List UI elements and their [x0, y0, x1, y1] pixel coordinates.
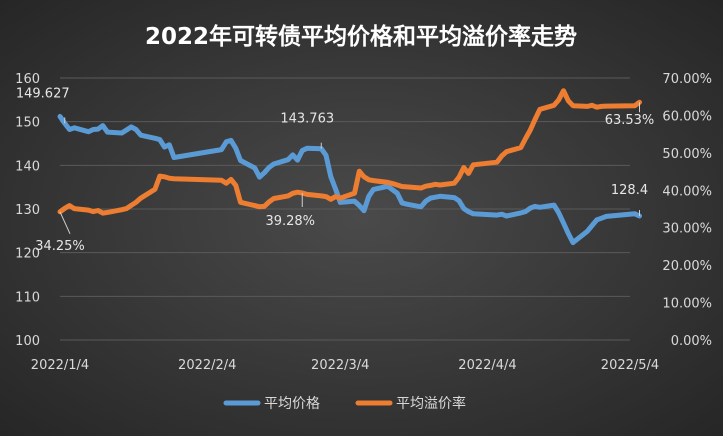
data-label: 143.763	[280, 112, 334, 127]
x-tick-label: 2022/3/4	[311, 358, 369, 373]
price-series-line	[57, 113, 642, 246]
data-label-leader	[59, 211, 71, 235]
y-right-tick-label: 0.00%	[671, 334, 712, 349]
data-label: 39.28%	[265, 214, 315, 229]
legend-label: 平均价格	[264, 396, 320, 412]
y-right-tick-label: 30.00%	[662, 222, 712, 237]
chart-title: 2022年可转债平均价格和平均溢价率走势	[145, 23, 577, 50]
data-label: 149.627	[16, 86, 70, 101]
y-left-tick-label: 140	[15, 159, 40, 174]
y-right-tick-label: 20.00%	[662, 259, 712, 274]
data-label: 34.25%	[35, 239, 85, 254]
data-label: 128.4	[611, 183, 648, 198]
y-left-tick-label: 150	[15, 116, 40, 131]
y-left-tick-label: 120	[15, 247, 40, 262]
y-left-tick-label: 100	[15, 334, 40, 349]
premium-series-line	[57, 88, 642, 216]
y-right-tick-label: 10.00%	[662, 297, 712, 312]
x-tick-label: 2022/5/4	[601, 358, 659, 373]
x-tick-label: 2022/1/4	[31, 358, 89, 373]
y-left-tick-label: 130	[15, 203, 40, 218]
y-right-tick-label: 60.00%	[662, 109, 712, 124]
y-left-tick-label: 110	[15, 290, 40, 305]
x-tick-label: 2022/4/4	[458, 358, 516, 373]
y-right-tick-label: 40.00%	[662, 184, 712, 199]
legend-label: 平均溢价率	[396, 395, 466, 412]
y-right-tick-label: 70.00%	[662, 72, 712, 87]
y-right-tick-label: 50.00%	[662, 147, 712, 162]
y-left-tick-label: 160	[15, 72, 40, 87]
data-label: 63.53%	[605, 113, 655, 128]
x-tick-label: 2022/2/4	[178, 358, 236, 373]
